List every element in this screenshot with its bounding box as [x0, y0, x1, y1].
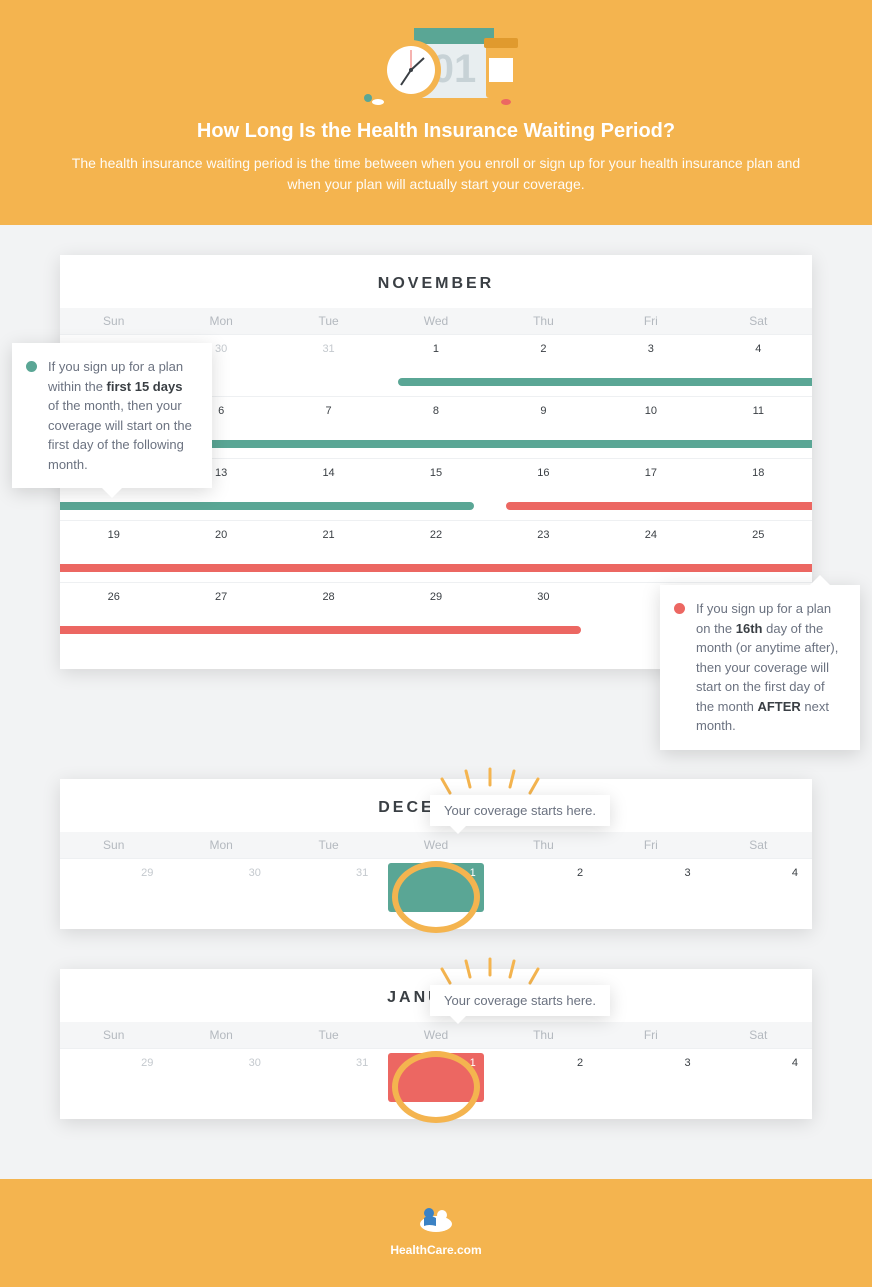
calendar-day: 1: [382, 859, 489, 914]
dow-label: Wed: [382, 838, 489, 852]
hero-title: How Long Is the Health Insurance Waiting…: [70, 120, 802, 143]
dow-label: Wed: [382, 1028, 489, 1042]
dow-label: Fri: [597, 838, 704, 852]
calendar-day: 29: [60, 859, 167, 914]
calendar-day: 8: [382, 397, 489, 458]
calendar-day: 17: [597, 459, 704, 520]
hero-illustration: 01: [70, 20, 802, 110]
calendar-day: 2: [490, 859, 597, 914]
calendar-day: 30: [167, 1049, 274, 1104]
dow-label: Sat: [705, 314, 812, 328]
calendar-day: 1: [382, 335, 489, 396]
dow-label: Thu: [490, 314, 597, 328]
dow-label: Mon: [167, 314, 274, 328]
range-bar: [506, 502, 812, 510]
range-bar: [60, 564, 812, 572]
calendar-day: 24: [597, 521, 704, 582]
calendar-day: 11: [705, 397, 812, 458]
content-area: NOVEMBER SunMonTueWedThuFriSat 303112346…: [0, 225, 872, 1179]
footer-brand-text: HealthCare.com: [0, 1243, 872, 1257]
dot-icon: [674, 603, 685, 614]
dow-label: Sat: [705, 838, 812, 852]
dow-label: Thu: [490, 1028, 597, 1042]
calendar-day: 20: [167, 521, 274, 582]
january-card: JANUARY SunMonTueWedThuFriSat 2930311234…: [60, 969, 812, 1119]
dow-label: Sun: [60, 1028, 167, 1042]
calendar-day: 16: [490, 459, 597, 520]
dow-label: Tue: [275, 314, 382, 328]
calendar-day: 14: [275, 459, 382, 520]
dow-row: SunMonTueWedThuFriSat: [60, 308, 812, 334]
calendar-day: 3: [597, 1049, 704, 1104]
calendar-day: 29: [60, 1049, 167, 1104]
dow-row: SunMonTueWedThuFriSat: [60, 1022, 812, 1048]
callout-text: If you sign up for a plan on the 16th da…: [696, 601, 838, 733]
calendar-day: 3: [597, 335, 704, 396]
calendar-day: 1: [382, 1049, 489, 1104]
calendar-day: 22: [382, 521, 489, 582]
dow-label: Tue: [275, 838, 382, 852]
calendar-day: 28: [275, 583, 382, 644]
dow-label: Sun: [60, 838, 167, 852]
calendar-day: 29: [382, 583, 489, 644]
calendar-day: 4: [705, 859, 812, 914]
dow-label: Fri: [597, 314, 704, 328]
calendar-day: 9: [490, 397, 597, 458]
november-card: NOVEMBER SunMonTueWedThuFriSat 303112346…: [60, 255, 812, 669]
dow-label: Tue: [275, 1028, 382, 1042]
calendar-day: 4: [705, 1049, 812, 1104]
calendar-day: 31: [275, 859, 382, 914]
dow-label: Thu: [490, 838, 597, 852]
month-title-november: NOVEMBER: [60, 275, 812, 293]
calendar-day: 31: [275, 1049, 382, 1104]
dot-icon: [26, 361, 37, 372]
range-bar: [398, 378, 812, 386]
dow-label: Fri: [597, 1028, 704, 1042]
dow-label: Sat: [705, 1028, 812, 1042]
calendar-day: 3: [597, 859, 704, 914]
calendar-day: 31: [275, 335, 382, 396]
calendar-day: 2: [490, 335, 597, 396]
callout-text: If you sign up for a plan within the fir…: [48, 359, 192, 472]
popover-coverage-starts: Your coverage starts here.: [430, 795, 610, 826]
calendar-day: 23: [490, 521, 597, 582]
dow-label: Mon: [167, 838, 274, 852]
dow-label: Wed: [382, 314, 489, 328]
hero-subtitle: The health insurance waiting period is t…: [70, 153, 802, 195]
calendar-clock-pills-icon: 01: [336, 20, 536, 110]
calendar-day: 21: [275, 521, 382, 582]
healthcare-logo-icon: [414, 1204, 458, 1234]
calendar-day: 26: [60, 583, 167, 644]
range-bar: [60, 502, 474, 510]
calendar-day: 25: [705, 521, 812, 582]
footer: HealthCare.com: [0, 1179, 872, 1287]
dow-label: Mon: [167, 1028, 274, 1042]
hero: 01 How Long Is the Health Insurance Wait…: [0, 0, 872, 225]
calendar-day: 30: [167, 859, 274, 914]
popover-coverage-starts: Your coverage starts here.: [430, 985, 610, 1016]
calendar-week: 19202122232425: [60, 520, 812, 582]
calendar-day: 10: [597, 397, 704, 458]
calendar-day: 15: [382, 459, 489, 520]
december-card: DECEMBER SunMonTueWedThuFriSat 293031123…: [60, 779, 812, 929]
callout-16th-or-after: If you sign up for a plan on the 16th da…: [660, 585, 860, 750]
calendar-day: 2: [490, 1049, 597, 1104]
calendar-day: 7: [275, 397, 382, 458]
calendar-day: 4: [705, 335, 812, 396]
callout-first-15-days: If you sign up for a plan within the fir…: [12, 343, 212, 488]
dow-row: SunMonTueWedThuFriSat: [60, 832, 812, 858]
calendar-day: 27: [167, 583, 274, 644]
dow-label: Sun: [60, 314, 167, 328]
range-bar: [60, 626, 581, 634]
calendar-day: 19: [60, 521, 167, 582]
calendar-day: 30: [490, 583, 597, 644]
calendar-week: 2930311234: [60, 858, 812, 914]
calendar-week: 2930311234: [60, 1048, 812, 1104]
calendar-day: 18: [705, 459, 812, 520]
